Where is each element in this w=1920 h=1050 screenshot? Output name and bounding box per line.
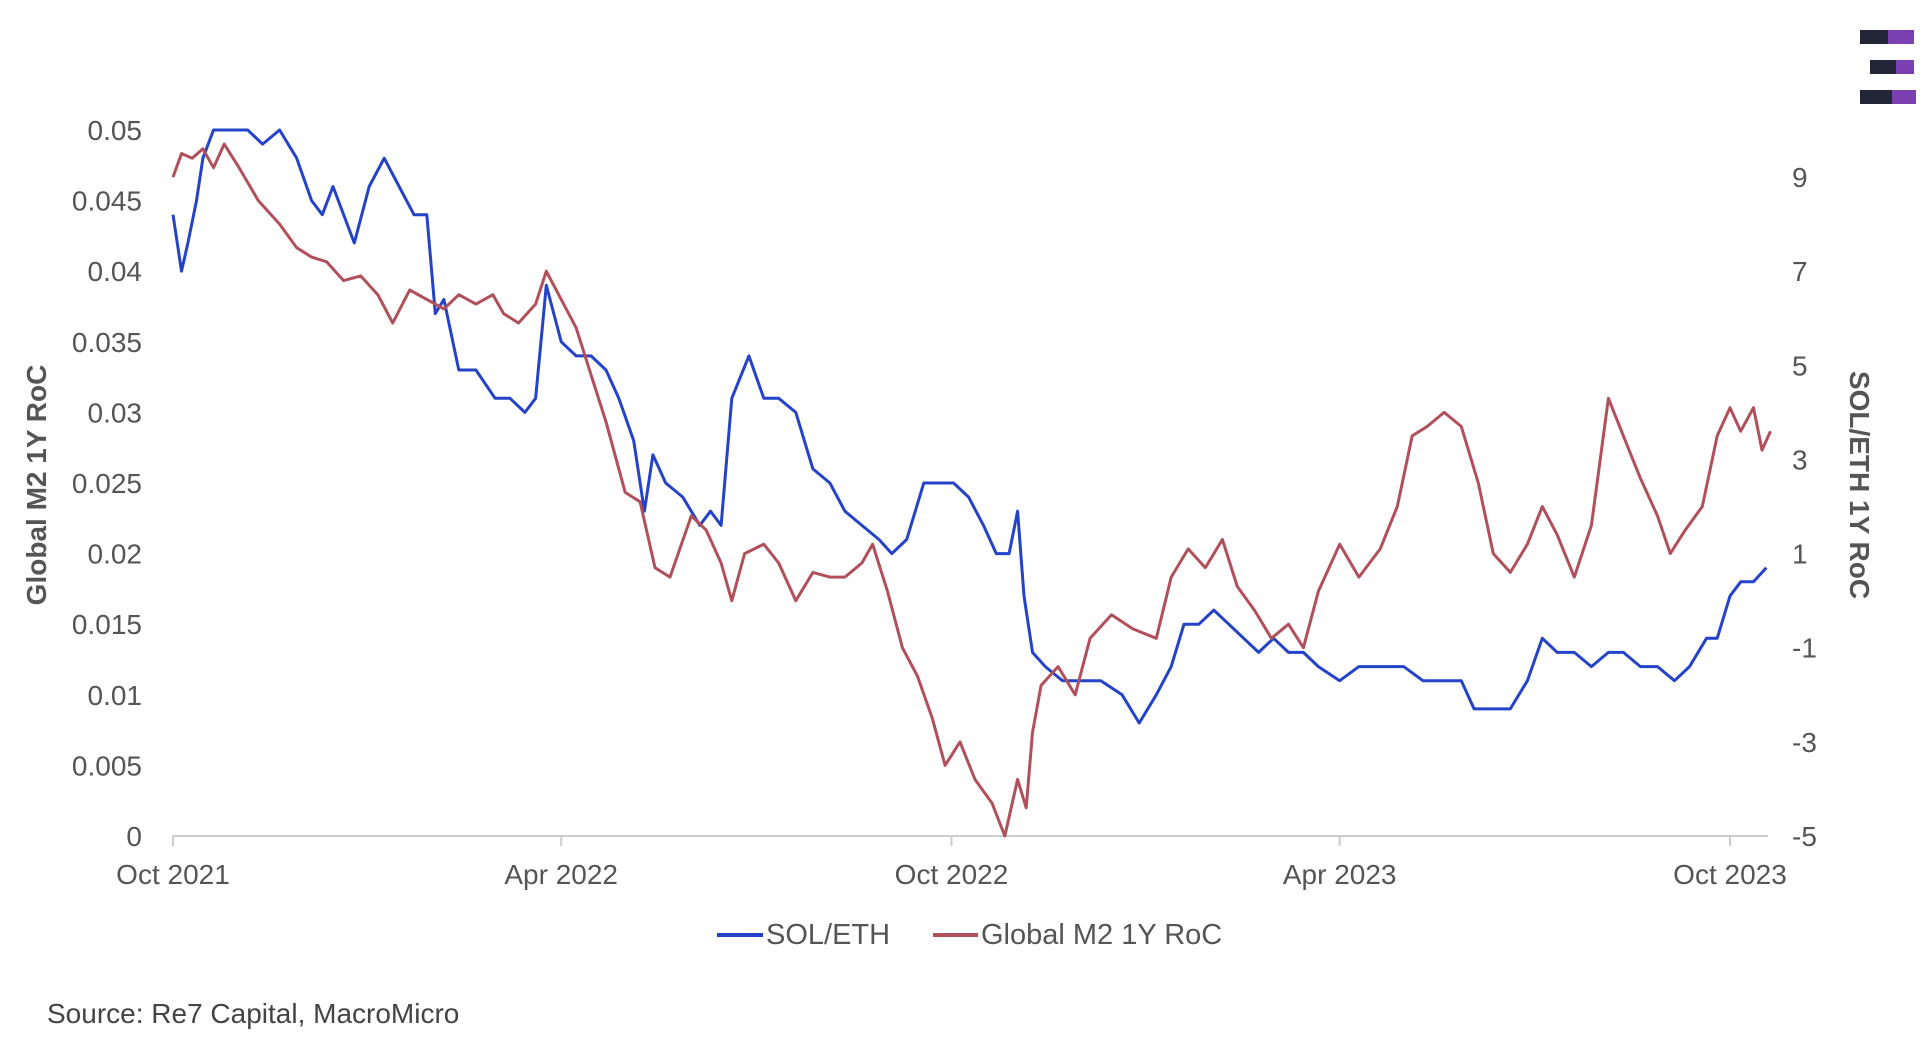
right-tick-label: 7	[1792, 256, 1808, 287]
brand-logo-icon	[1860, 30, 1916, 104]
left-tick-label: 0.03	[88, 397, 143, 428]
left-tick-label: 0.045	[72, 186, 142, 217]
left-tick-label: 0	[126, 821, 142, 852]
series-line-sol-eth	[171, 128, 1768, 725]
left-axis-ticks: 0 0.005 0.01 0.015 0.02 0.025 0.03 0.035 0.04 0.0…	[72, 115, 142, 852]
right-tick-label: 3	[1792, 444, 1808, 475]
left-tick-label: 0.04	[88, 256, 143, 287]
source-note: Source: Re7 Capital, MacroMicro	[47, 998, 460, 1029]
left-tick-label: 0.02	[88, 539, 143, 570]
logo-bar-mid	[1870, 60, 1896, 74]
legend-label-global-m2: Global M2 1Y RoC	[981, 919, 1222, 951]
x-tick-label: Apr 2022	[504, 859, 618, 890]
logo-bar-bottom-accent	[1892, 90, 1916, 104]
right-axis-ticks: -5 -3 -1 1 3 5 7 9	[1792, 162, 1817, 852]
logo-bar-top	[1860, 30, 1888, 44]
right-tick-label: -5	[1792, 821, 1817, 852]
left-tick-label: 0.025	[72, 468, 142, 499]
legend-label-sol-eth: SOL/ETH	[766, 919, 890, 951]
right-tick-label: -3	[1792, 727, 1817, 758]
right-axis-title: SOL/ETH 1Y RoC	[1844, 371, 1875, 599]
series-line-global-m2	[171, 142, 1772, 838]
left-tick-label: 0.035	[72, 327, 142, 358]
logo-bar-mid-accent	[1896, 60, 1914, 74]
x-tick-label: Oct 2021	[116, 859, 230, 890]
left-tick-label: 0.015	[72, 609, 142, 640]
right-tick-label: 1	[1792, 539, 1808, 570]
legend: SOL/ETH Global M2 1Y RoC	[717, 919, 1222, 951]
logo-bar-top-accent	[1888, 30, 1914, 44]
x-tick-label: Apr 2023	[1283, 859, 1397, 890]
left-tick-label: 0.005	[72, 750, 142, 781]
series-layer	[171, 128, 1772, 838]
x-axis-ticks: Oct 2021 Apr 2022 Oct 2022 Apr 2023 Oct 2023	[116, 836, 1787, 890]
right-tick-label: 9	[1792, 162, 1808, 193]
left-tick-label: 0.05	[88, 115, 143, 146]
right-tick-label: 5	[1792, 350, 1808, 381]
left-axis-title: Global M2 1Y RoC	[21, 365, 52, 606]
x-tick-label: Oct 2022	[895, 859, 1009, 890]
x-tick-label: Oct 2023	[1673, 859, 1787, 890]
logo-bar-bottom	[1860, 90, 1892, 104]
left-tick-label: 0.01	[88, 680, 143, 711]
right-tick-label: -1	[1792, 633, 1817, 664]
